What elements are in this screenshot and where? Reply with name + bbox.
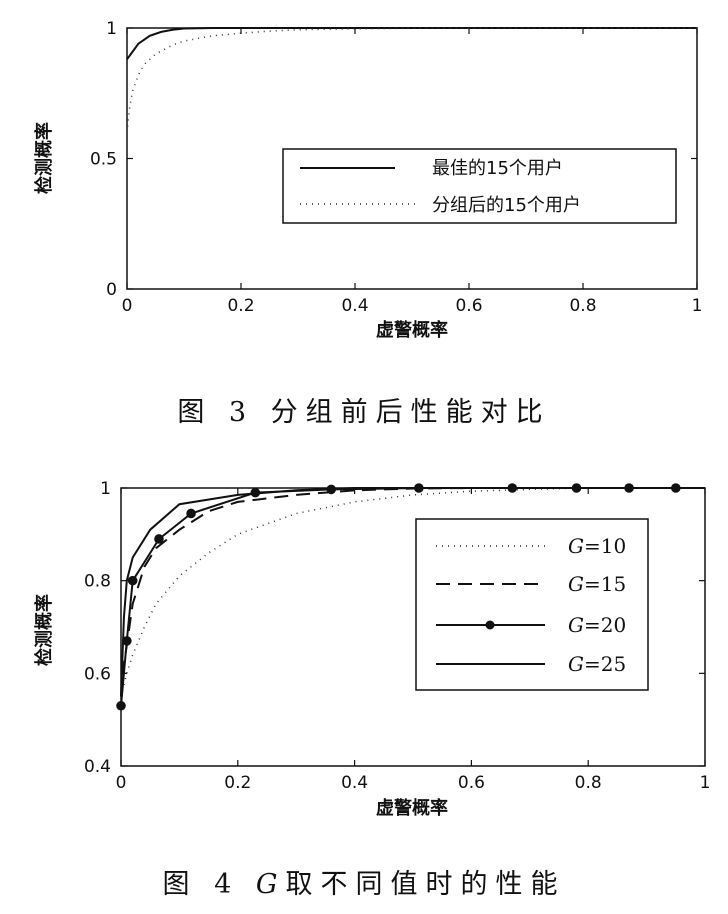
legend-label: 最佳的15个用户 xyxy=(432,158,563,179)
figure-4-caption: 图 4 G取不同值时的性能 xyxy=(162,869,566,900)
x-tick-label: 0.6 xyxy=(458,773,485,793)
x-tick-label: 1 xyxy=(692,296,703,316)
y-axis-label: 检测概率 xyxy=(33,594,55,666)
x-tick-label: 0.4 xyxy=(341,296,368,316)
series-line-3 xyxy=(120,487,705,697)
chart-3: 0 0.2 0.4 0.6 0.8 1 0 0.5 1 虚警概率 检测概率 最佳的15个用户 分… xyxy=(33,19,703,340)
legend: 最佳的15个用户 分组后的15个用户 xyxy=(282,148,677,224)
figure-3-caption: 图 3 分组前后性能对比 xyxy=(177,397,551,428)
legend-label: G=25 xyxy=(568,652,626,676)
series-point xyxy=(154,534,164,544)
x-tick-label: 0.8 xyxy=(575,773,602,793)
y-tick-label: 0.8 xyxy=(84,572,111,592)
y-tick-label: 1 xyxy=(106,19,117,39)
series-line-1 xyxy=(120,487,705,697)
x-tick-label: 0.2 xyxy=(227,296,254,316)
x-tick-label: 0 xyxy=(116,773,127,793)
y-tick-label: 1 xyxy=(100,479,111,499)
chart-4: 0 0.2 0.4 0.6 0.8 1 0.4 0.6 0.8 1 虚警概率 检测概率 G=10 … xyxy=(33,479,711,819)
series-point xyxy=(116,700,126,711)
x-tick-label: 1 xyxy=(700,773,711,793)
series-point xyxy=(127,575,138,586)
series-line-1 xyxy=(126,27,697,133)
x-axis-label: 虚警概率 xyxy=(376,797,448,819)
series-point xyxy=(186,508,196,519)
legend-label: G=15 xyxy=(568,572,626,596)
legend-label: 分组后的15个用户 xyxy=(432,195,581,216)
series-point xyxy=(122,636,132,646)
x-tick-label: 0.2 xyxy=(224,773,251,793)
x-tick-label: 0.8 xyxy=(569,296,596,316)
legend-label: G=20 xyxy=(568,613,626,637)
figure-4: 0 0.2 0.4 0.6 0.8 1 0.4 0.6 0.8 1 虚警概率 检测概率 G=10 … xyxy=(0,468,728,828)
x-axis-label: 虚警概率 xyxy=(376,319,448,340)
y-tick-label: 0.4 xyxy=(84,757,111,777)
x-tick-label: 0.6 xyxy=(455,296,482,316)
legend-label: G=10 xyxy=(568,534,626,558)
series-line-0 xyxy=(126,27,697,60)
legend-marker xyxy=(485,620,495,630)
y-axis-label: 检测概率 xyxy=(33,122,55,194)
legend: G=10 G=15 G=20 G=25 xyxy=(415,518,649,691)
x-tick-label: 0 xyxy=(122,296,133,316)
figure-3: 0 0.2 0.4 0.6 0.8 1 0 0.5 1 虚警概率 检测概率 最佳的15个用户 分… xyxy=(0,0,728,340)
y-tick-label: 0.5 xyxy=(90,150,117,170)
x-tick-label: 0.4 xyxy=(341,773,368,793)
y-tick-label: 0.6 xyxy=(84,664,111,684)
y-tick-label: 0 xyxy=(106,280,117,300)
